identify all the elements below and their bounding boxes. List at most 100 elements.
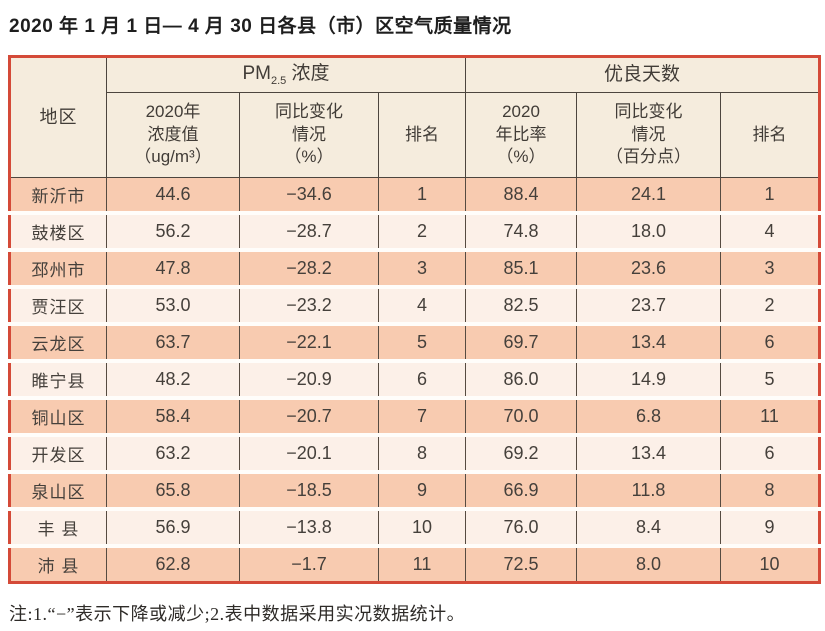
region-cell: 睢宁县 (9, 359, 107, 398)
days-rate-cell: 76.0 (465, 507, 577, 546)
table-footnote: 注:1.“−”表示下降或减少;2.表中数据采用实况数据统计。 (9, 604, 466, 624)
days-rate-cell: 72.5 (465, 544, 577, 584)
region-cell: 贾汪区 (9, 285, 107, 324)
days-change-cell: 14.9 (576, 359, 721, 398)
days-rate-cell: 66.9 (465, 470, 577, 509)
pm-rank-cell: 9 (378, 470, 466, 509)
days-rank-cell: 8 (719, 470, 821, 509)
table-row: 睢宁县 48.2 −20.9 6 86.0 14.9 5 (9, 359, 821, 398)
region-cell: 新沂市 (9, 177, 107, 213)
pm-change-cell: −18.5 (239, 470, 379, 509)
pm-change-cell: −23.2 (239, 285, 379, 324)
table-row: 新沂市 44.6 −34.6 1 88.4 24.1 1 (9, 177, 821, 213)
days-rank-cell: 6 (719, 322, 821, 361)
pm-rank-cell: 3 (378, 248, 466, 287)
air-quality-table: 地区 PM2.5 浓度 优良天数 2020年 浓度值 （ug/m³） 同比变化 … (8, 55, 822, 584)
days-change-cell: 23.6 (576, 248, 721, 287)
days-rate-cell: 70.0 (465, 396, 577, 435)
days-rate-cell: 74.8 (465, 211, 577, 250)
table-row: 沛 县 62.8 −1.7 11 72.5 8.0 10 (9, 544, 821, 584)
days-rank-cell: 6 (719, 433, 821, 472)
header-group-row: 地区 PM2.5 浓度 优良天数 (9, 56, 821, 178)
pm-rank-cell: 5 (378, 322, 466, 361)
pm-change-cell: −20.9 (239, 359, 379, 398)
region-cell: 铜山区 (9, 396, 107, 435)
days-change-cell: 13.4 (576, 322, 721, 361)
days-change-cell: 11.8 (576, 470, 721, 509)
days-rate-cell: 82.5 (465, 285, 577, 324)
days-rate-cell: 88.4 (465, 177, 577, 213)
header-pm-value: 2020年 浓度值 （ug/m³） (106, 92, 240, 178)
region-cell: 邳州市 (9, 248, 107, 287)
pm-rank-cell: 8 (378, 433, 466, 472)
pm-change-cell: −28.7 (239, 211, 379, 250)
region-cell: 鼓楼区 (9, 211, 107, 250)
days-rank-cell: 1 (719, 177, 821, 213)
pm-label-prefix: PM (242, 63, 271, 85)
pm-change-cell: −20.1 (239, 433, 379, 472)
pm-value-cell: 63.7 (106, 322, 240, 361)
table-row: 鼓楼区 56.2 −28.7 2 74.8 18.0 4 (9, 211, 821, 250)
days-rate-cell: 86.0 (465, 359, 577, 398)
pm-label-suffix: 浓度 (286, 63, 330, 85)
pm-change-cell: −28.2 (239, 248, 379, 287)
region-cell: 沛 县 (9, 544, 107, 584)
header-region: 地区 (9, 56, 107, 178)
days-rank-cell: 5 (719, 359, 821, 398)
pm-value-cell: 58.4 (106, 396, 240, 435)
pm-rank-cell: 7 (378, 396, 466, 435)
days-change-cell: 6.8 (576, 396, 721, 435)
pm-rank-cell: 10 (378, 507, 466, 546)
days-rank-cell: 9 (719, 507, 821, 546)
days-rank-cell: 4 (719, 211, 821, 250)
region-cell: 开发区 (9, 433, 107, 472)
pm-value-cell: 53.0 (106, 285, 240, 324)
days-rank-cell: 2 (719, 285, 821, 324)
days-change-cell: 8.0 (576, 544, 721, 584)
pm-rank-cell: 11 (378, 544, 466, 584)
table-row: 丰 县 56.9 −13.8 10 76.0 8.4 9 (9, 507, 821, 546)
pm-value-cell: 48.2 (106, 359, 240, 398)
pm-value-cell: 44.6 (106, 177, 240, 213)
days-change-cell: 23.7 (576, 285, 721, 324)
page-title: 2020 年 1 月 1 日— 4 月 30 日各县（市）区空气质量情况 (9, 16, 512, 37)
pm-value-cell: 47.8 (106, 248, 240, 287)
pm-change-cell: −22.1 (239, 322, 379, 361)
pm-change-cell: −13.8 (239, 507, 379, 546)
page: 2020 年 1 月 1 日— 4 月 30 日各县（市）区空气质量情况 地区 … (0, 11, 825, 631)
pm-change-cell: −1.7 (239, 544, 379, 584)
table-row: 铜山区 58.4 −20.7 7 70.0 6.8 11 (9, 396, 821, 435)
header-days-rank: 排名 (719, 92, 821, 178)
days-rate-cell: 85.1 (465, 248, 577, 287)
pm-value-cell: 62.8 (106, 544, 240, 584)
header-pm-group: PM2.5 浓度 (106, 56, 466, 93)
table-row: 泉山区 65.8 −18.5 9 66.9 11.8 8 (9, 470, 821, 509)
days-change-cell: 13.4 (576, 433, 721, 472)
table-row: 贾汪区 53.0 −23.2 4 82.5 23.7 2 (9, 285, 821, 324)
days-change-cell: 8.4 (576, 507, 721, 546)
table-row: 云龙区 63.7 −22.1 5 69.7 13.4 6 (9, 322, 821, 361)
header-days-rate: 2020 年比率 （%） (465, 92, 577, 178)
days-rate-cell: 69.7 (465, 322, 577, 361)
region-cell: 丰 县 (9, 507, 107, 546)
pm-label-subscript: 2.5 (270, 74, 287, 87)
pm-change-cell: −20.7 (239, 396, 379, 435)
header-days-change: 同比变化 情况 （百分点） (576, 92, 721, 178)
days-change-cell: 18.0 (576, 211, 721, 250)
pm-rank-cell: 2 (378, 211, 466, 250)
pm-rank-cell: 6 (378, 359, 466, 398)
days-rate-cell: 69.2 (465, 433, 577, 472)
header-sub-row: 2020年 浓度值 （ug/m³） 同比变化 情况 （%） 排名 2020 年比… (10, 92, 821, 178)
region-cell: 泉山区 (9, 470, 107, 509)
header-pm-rank: 排名 (378, 92, 466, 178)
pm-change-cell: −34.6 (239, 177, 379, 213)
pm-rank-cell: 4 (378, 285, 466, 324)
pm-rank-cell: 1 (378, 177, 466, 213)
header-days-group: 优良天数 (464, 56, 821, 93)
pm-value-cell: 56.9 (106, 507, 240, 546)
days-rank-cell: 11 (719, 396, 821, 435)
table-row: 邳州市 47.8 −28.2 3 85.1 23.6 3 (9, 248, 821, 287)
region-cell: 云龙区 (9, 322, 107, 361)
days-rank-cell: 3 (719, 248, 821, 287)
days-change-cell: 24.1 (576, 177, 721, 213)
